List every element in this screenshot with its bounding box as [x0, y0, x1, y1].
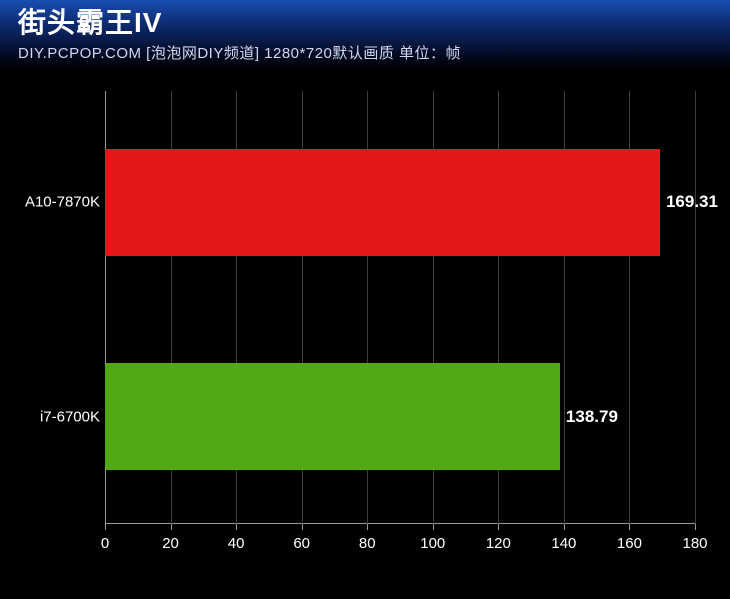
- bar: 169.31: [105, 149, 660, 256]
- x-tick-label: 160: [617, 535, 642, 552]
- chart-header: 街头霸王IV DIY.PCPOP.COM [泡泡网DIY频道] 1280*720…: [0, 0, 730, 70]
- x-tick: [171, 524, 172, 530]
- x-tick-label: 80: [359, 535, 376, 552]
- y-category-label: i7-6700K: [20, 408, 100, 425]
- chart-subtitle: DIY.PCPOP.COM [泡泡网DIY频道] 1280*720默认画质 单位…: [18, 42, 712, 63]
- y-category-label: A10-7870K: [20, 194, 100, 211]
- x-tick-label: 120: [486, 535, 511, 552]
- bar-value-label: 169.31: [666, 192, 718, 212]
- chart-title: 街头霸王IV: [18, 6, 712, 40]
- bar: 138.79: [105, 363, 560, 470]
- x-tick: [629, 524, 630, 530]
- bar-row: 138.79: [105, 363, 695, 470]
- x-tick: [433, 524, 434, 530]
- x-axis-line: [105, 523, 695, 524]
- bar-row: 169.31: [105, 149, 695, 256]
- x-tick: [695, 524, 696, 530]
- x-tick: [367, 524, 368, 530]
- x-tick: [498, 524, 499, 530]
- gridline: [695, 91, 696, 524]
- x-tick-label: 20: [162, 535, 179, 552]
- bar-value-label: 138.79: [566, 407, 618, 427]
- x-tick-label: 140: [551, 535, 576, 552]
- x-tick-label: 60: [293, 535, 310, 552]
- x-tick: [105, 524, 106, 530]
- x-tick-label: 40: [228, 535, 245, 552]
- x-tick: [564, 524, 565, 530]
- x-tick-label: 0: [101, 535, 109, 552]
- plot-region: 020406080100120140160180169.31138.79: [105, 95, 695, 524]
- x-tick: [236, 524, 237, 530]
- chart-area: 0 20 40 60 80 100 120 140 160 180 169.31 138.79 A10…: [20, 95, 710, 559]
- x-tick-label: 100: [420, 535, 445, 552]
- x-tick-label: 180: [682, 535, 707, 552]
- x-tick: [302, 524, 303, 530]
